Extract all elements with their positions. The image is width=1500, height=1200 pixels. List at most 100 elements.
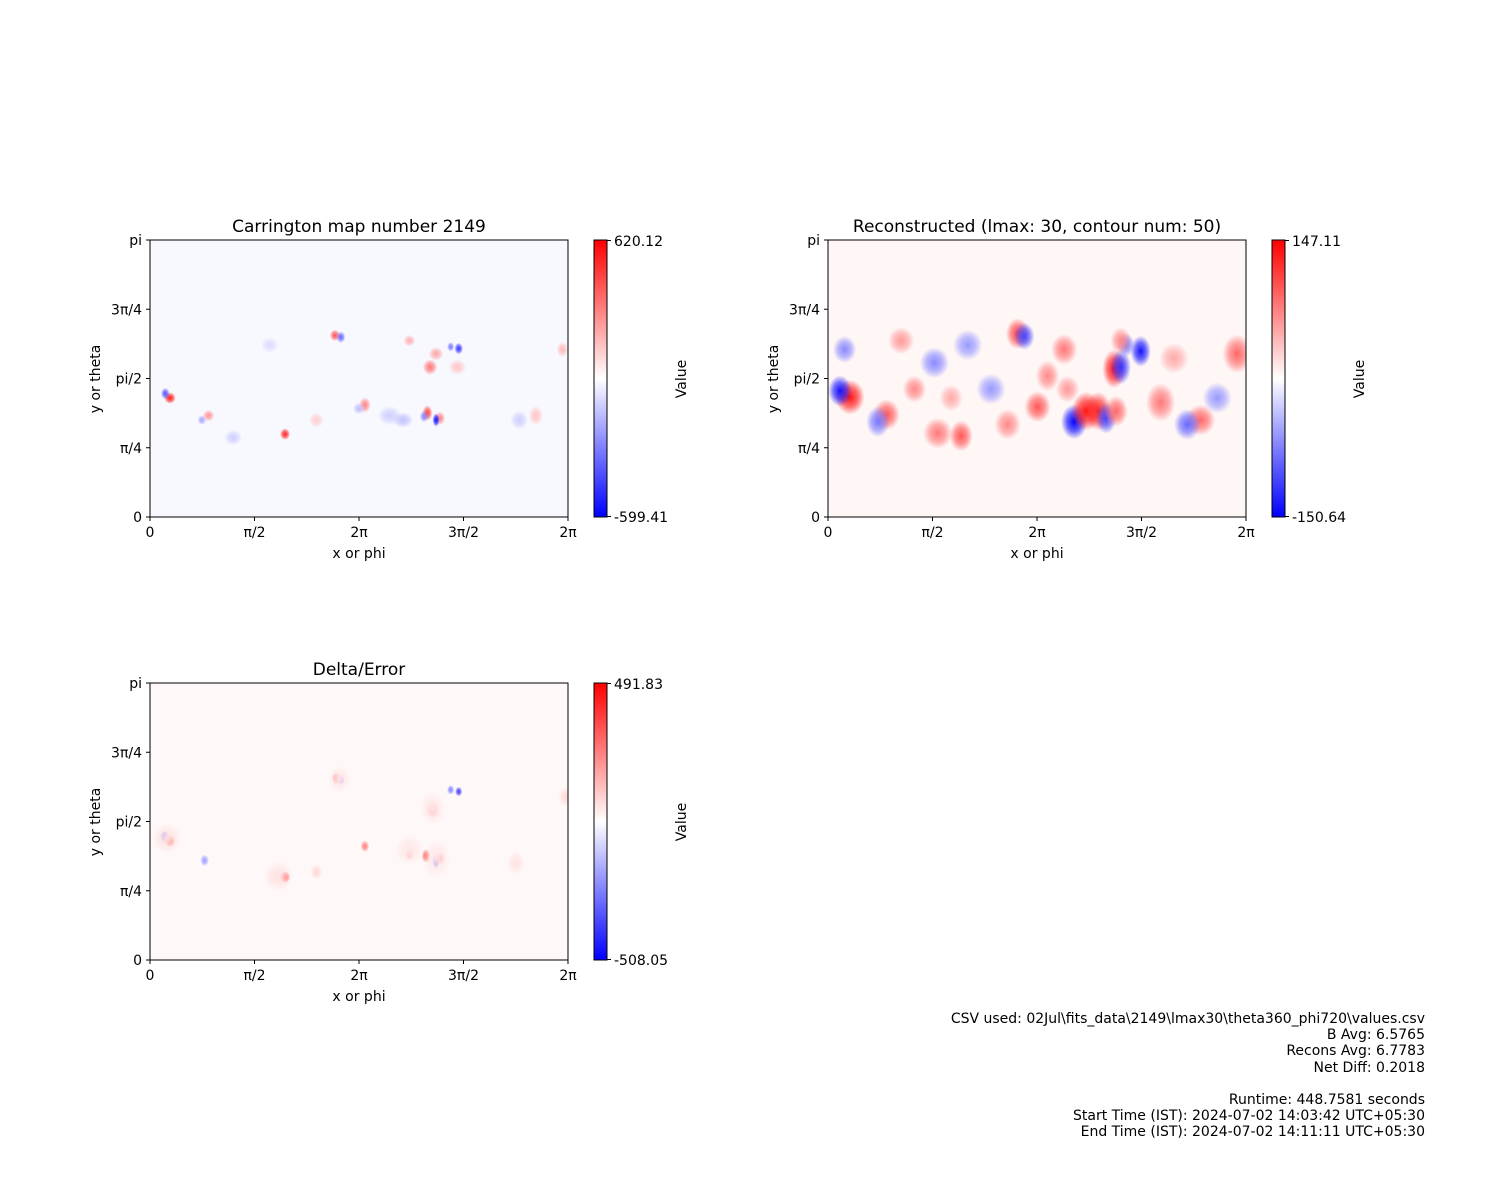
heatmap-feature — [1014, 322, 1035, 350]
y-tick-label: 3π/4 — [111, 745, 142, 761]
x-tick-label: 0 — [824, 525, 833, 541]
y-tick-label: 3π/4 — [111, 302, 142, 318]
chart-title: Carrington map number 2149 — [232, 217, 486, 237]
y-tick-label: 3π/4 — [789, 302, 820, 318]
y-axis-ticks: 0 π/4 pi/2 3π/4 pi — [111, 233, 150, 526]
colorbar-gradient — [1272, 240, 1285, 517]
run-info-text: CSV used: 02Jul\fits_data\2149\lmax30\th… — [725, 1011, 1425, 1141]
heatmap-feature — [888, 327, 915, 355]
y-tick-label: π/4 — [798, 441, 820, 457]
end-time-text: End Time (IST): 2024-07-02 14:11:11 UTC+… — [1080, 1124, 1425, 1141]
y-tick-label: pi — [129, 233, 142, 249]
heatmap-feature — [1174, 408, 1201, 440]
heatmap-feature — [1024, 391, 1051, 423]
runtime-text: Runtime: 448.7581 seconds — [1228, 1092, 1425, 1108]
colorbar-label: Value — [674, 803, 690, 841]
heatmap-feature — [448, 359, 467, 375]
colorbar-min-label: -150.64 — [1292, 510, 1346, 526]
heatmap-feature — [1159, 342, 1189, 374]
heatmap-feature — [939, 384, 963, 412]
colorbar-frame — [1271, 239, 1286, 518]
heatmap-feature — [1035, 360, 1060, 392]
heatmap-feature — [1110, 327, 1131, 355]
heatmap-feature — [447, 784, 455, 795]
colorbar-min-label: -508.05 — [614, 953, 668, 969]
panel-delta-error: Delta/Error 0 π/2 2π 3π/2 2π 0π/4pi/23π/4pi … — [88, 660, 690, 1005]
heatmap-feature — [902, 375, 927, 403]
heatmap-feature — [510, 410, 529, 430]
x-tick-label: 2π — [350, 525, 368, 541]
heatmap-feature — [558, 787, 568, 807]
heatmap-feature — [260, 337, 279, 353]
info-spacer — [725, 1076, 1425, 1092]
heatmap-feature — [1222, 334, 1246, 374]
y-tick-label: pi/2 — [116, 815, 142, 831]
b-avg-text: B Avg: 6.5765 — [1326, 1027, 1425, 1044]
start-time-text: Start Time (IST): 2024-07-02 14:03:42 UT… — [1073, 1108, 1425, 1125]
y-tick-label: π/4 — [120, 441, 142, 457]
x-tick-label: 2π — [1028, 525, 1046, 541]
heatmap-feature — [528, 405, 544, 426]
heatmap-feature — [1050, 333, 1078, 365]
y-axis-label: y or theta — [88, 345, 104, 414]
heatmap-feature — [507, 851, 525, 875]
heatmap-feature — [353, 402, 365, 415]
heatmap-feature — [360, 840, 370, 853]
heatmap-feature — [455, 786, 463, 797]
recons-avg-text: Recons Avg: 6.7783 — [1286, 1043, 1425, 1060]
heatmap-feature — [556, 341, 568, 358]
x-axis-ticks: 0 π/2 2π 3π/2 2π — [146, 960, 577, 984]
heatmap-feature — [1055, 375, 1080, 403]
x-tick-label: 0 — [146, 525, 155, 541]
net-diff-text: Net Diff: 0.2018 — [1313, 1059, 1426, 1076]
colorbar-label: Value — [674, 360, 690, 398]
colorbar-frame — [593, 682, 608, 961]
chart-title: Delta/Error — [313, 660, 406, 680]
colorbar-max-label: 147.11 — [1292, 234, 1341, 250]
heatmap-features — [160, 329, 568, 446]
heatmap-feature — [1145, 382, 1176, 422]
heatmap-feature — [828, 375, 852, 407]
heatmap-feature — [419, 410, 429, 423]
heatmap-feature — [394, 834, 425, 866]
heatmap-feature — [1130, 335, 1151, 367]
heatmap-feature — [454, 342, 464, 355]
y-tick-label: pi — [807, 233, 820, 249]
heatmap-feature — [1104, 395, 1128, 427]
panel-carrington: Carrington map number 2149 0 π/2 2π 3π/2 2π … — [88, 217, 690, 562]
heatmap-feature — [224, 429, 242, 446]
y-tick-label: π/4 — [120, 884, 142, 900]
heatmap-feature — [197, 415, 207, 425]
x-tick-label: 2π — [559, 525, 577, 541]
heatmap-feature — [421, 839, 451, 879]
y-tick-label: pi/2 — [794, 372, 820, 388]
heatmap-feature — [327, 765, 352, 793]
heatmap-feature — [866, 406, 890, 438]
x-tick-label: 3π/2 — [448, 525, 479, 541]
x-tick-label: π/2 — [243, 525, 265, 541]
x-tick-label: 2π — [1237, 525, 1255, 541]
x-tick-label: π/2 — [921, 525, 943, 541]
colorbar-gradient — [594, 683, 607, 960]
x-axis-label: x or phi — [332, 546, 385, 562]
heatmap-feature — [160, 387, 170, 400]
x-tick-label: π/2 — [243, 968, 265, 984]
chart-title: Reconstructed (lmax: 30, contour num: 50… — [853, 217, 1221, 237]
heatmap-feature — [310, 864, 323, 880]
panel-reconstructed: Reconstructed (lmax: 30, contour num: 50… — [766, 217, 1368, 562]
heatmap-feature — [432, 413, 440, 427]
heatmap-background — [150, 240, 568, 517]
x-tick-label: 3π/2 — [448, 968, 479, 984]
heatmap-feature — [949, 420, 973, 452]
x-axis-ticks: 0 π/2 2π 3π/2 2π — [146, 517, 577, 541]
heatmap-features — [152, 765, 568, 892]
colorbar: 620.12 -599.41 Value — [593, 234, 690, 526]
x-axis-label: x or phi — [1010, 546, 1063, 562]
x-tick-label: 3π/2 — [1126, 525, 1157, 541]
heatmap-feature — [336, 331, 346, 343]
heatmap-feature — [923, 417, 953, 449]
heatmap-feature — [994, 408, 1021, 440]
colorbar: 147.11 -150.64 Value — [1271, 234, 1368, 526]
x-tick-label: 0 — [146, 968, 155, 984]
